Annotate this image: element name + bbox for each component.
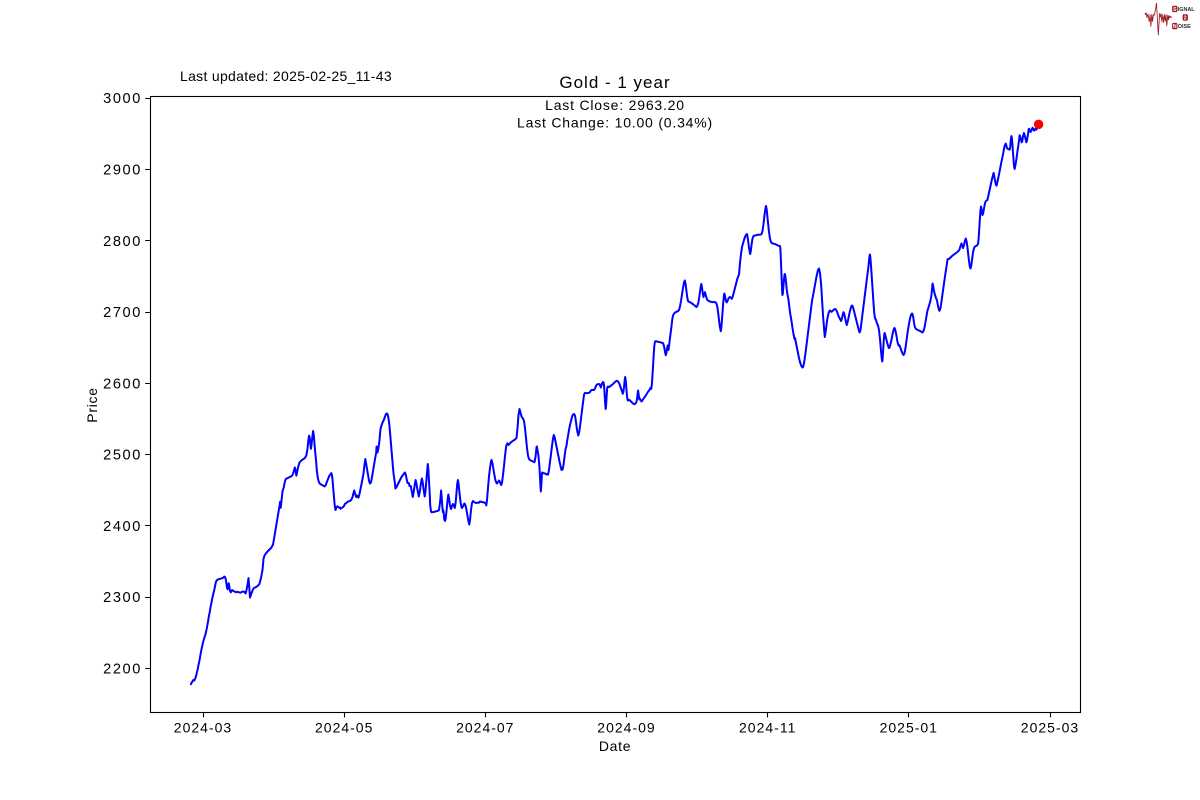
svg-text:2200: 2200 [103,661,142,677]
svg-text:Last Change: 10.00 (0.34%): Last Change: 10.00 (0.34%) [517,115,713,131]
svg-text:2500: 2500 [103,448,142,464]
svg-text:2300: 2300 [103,590,142,606]
svg-text:2024-05: 2024-05 [315,720,373,736]
svg-text:IGNAL: IGNAL [1178,7,1195,13]
svg-text:2024-11: 2024-11 [739,720,796,736]
svg-text:2025-01: 2025-01 [880,720,938,736]
svg-text:N: N [1173,24,1177,30]
svg-text:2900: 2900 [103,163,142,179]
svg-text:OISE: OISE [1178,24,1191,30]
svg-text:Last updated: 2025-02-25_11-43: Last updated: 2025-02-25_11-43 [180,68,392,84]
svg-text:Price: Price [84,387,100,422]
svg-text:2025-03: 2025-03 [1021,720,1079,736]
svg-text:Gold - 1 year: Gold - 1 year [559,73,670,92]
svg-text:Last Close: 2963.20: Last Close: 2963.20 [545,97,685,113]
svg-text:2800: 2800 [103,234,142,250]
svg-text:2024-03: 2024-03 [174,720,232,736]
svg-text:2024-07: 2024-07 [456,720,514,736]
svg-text:2700: 2700 [103,305,142,321]
svg-text:S: S [1173,7,1177,13]
svg-text:2400: 2400 [103,519,142,535]
svg-text:3000: 3000 [103,91,142,107]
svg-text:2600: 2600 [103,376,142,392]
svg-text:2024-09: 2024-09 [597,720,655,736]
svg-text:2: 2 [1184,16,1187,22]
svg-text:Date: Date [599,738,631,754]
